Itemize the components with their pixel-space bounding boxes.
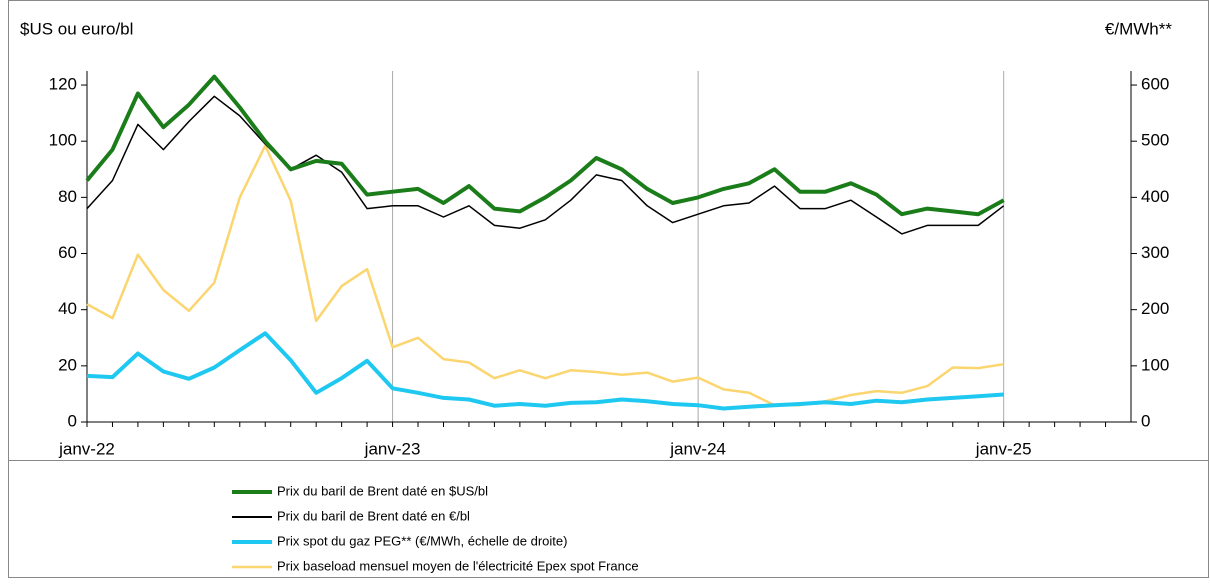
x-tick-label: janv-25: [975, 439, 1032, 458]
y-tick-label: 20: [58, 355, 77, 374]
y2-tick-label: 100: [1141, 355, 1169, 374]
legend-label: Prix spot du gaz PEG** (€/MWh, échelle d…: [277, 533, 567, 548]
series-line: [86, 95, 1005, 235]
y-tick-label: 60: [58, 243, 77, 262]
y-tick-label: 80: [58, 187, 77, 206]
y2-tick-label: 0: [1141, 411, 1150, 430]
legend-label: Prix du baril de Brent daté en $US/bl: [277, 483, 488, 498]
y-tick-label: 40: [58, 299, 77, 318]
x-tick-label: janv-23: [364, 439, 421, 458]
legend-label: Prix du baril de Brent daté en €/bl: [277, 508, 470, 523]
x-tick-label: janv-24: [669, 439, 726, 458]
y-axis-label: $US ou euro/bl: [20, 19, 133, 38]
legend-label: Prix baseload mensuel moyen de l'électri…: [277, 558, 639, 573]
y2-tick-label: 300: [1141, 243, 1169, 262]
series-line: [86, 144, 1004, 407]
y-tick-label: 0: [68, 411, 77, 430]
y-tick-label: 120: [49, 75, 77, 94]
x-tick-label: janv-22: [58, 439, 115, 458]
frame: [8, 0, 1209, 578]
series-line: [85, 74, 1005, 217]
y2-tick-label: 500: [1141, 131, 1169, 150]
series-line: [86, 331, 1004, 411]
y-tick-label: 100: [49, 131, 77, 150]
y2-axis-label: €/MWh**: [1105, 19, 1172, 38]
y2-tick-label: 400: [1141, 187, 1169, 206]
y2-tick-label: 600: [1141, 75, 1169, 94]
y2-tick-label: 200: [1141, 299, 1169, 318]
